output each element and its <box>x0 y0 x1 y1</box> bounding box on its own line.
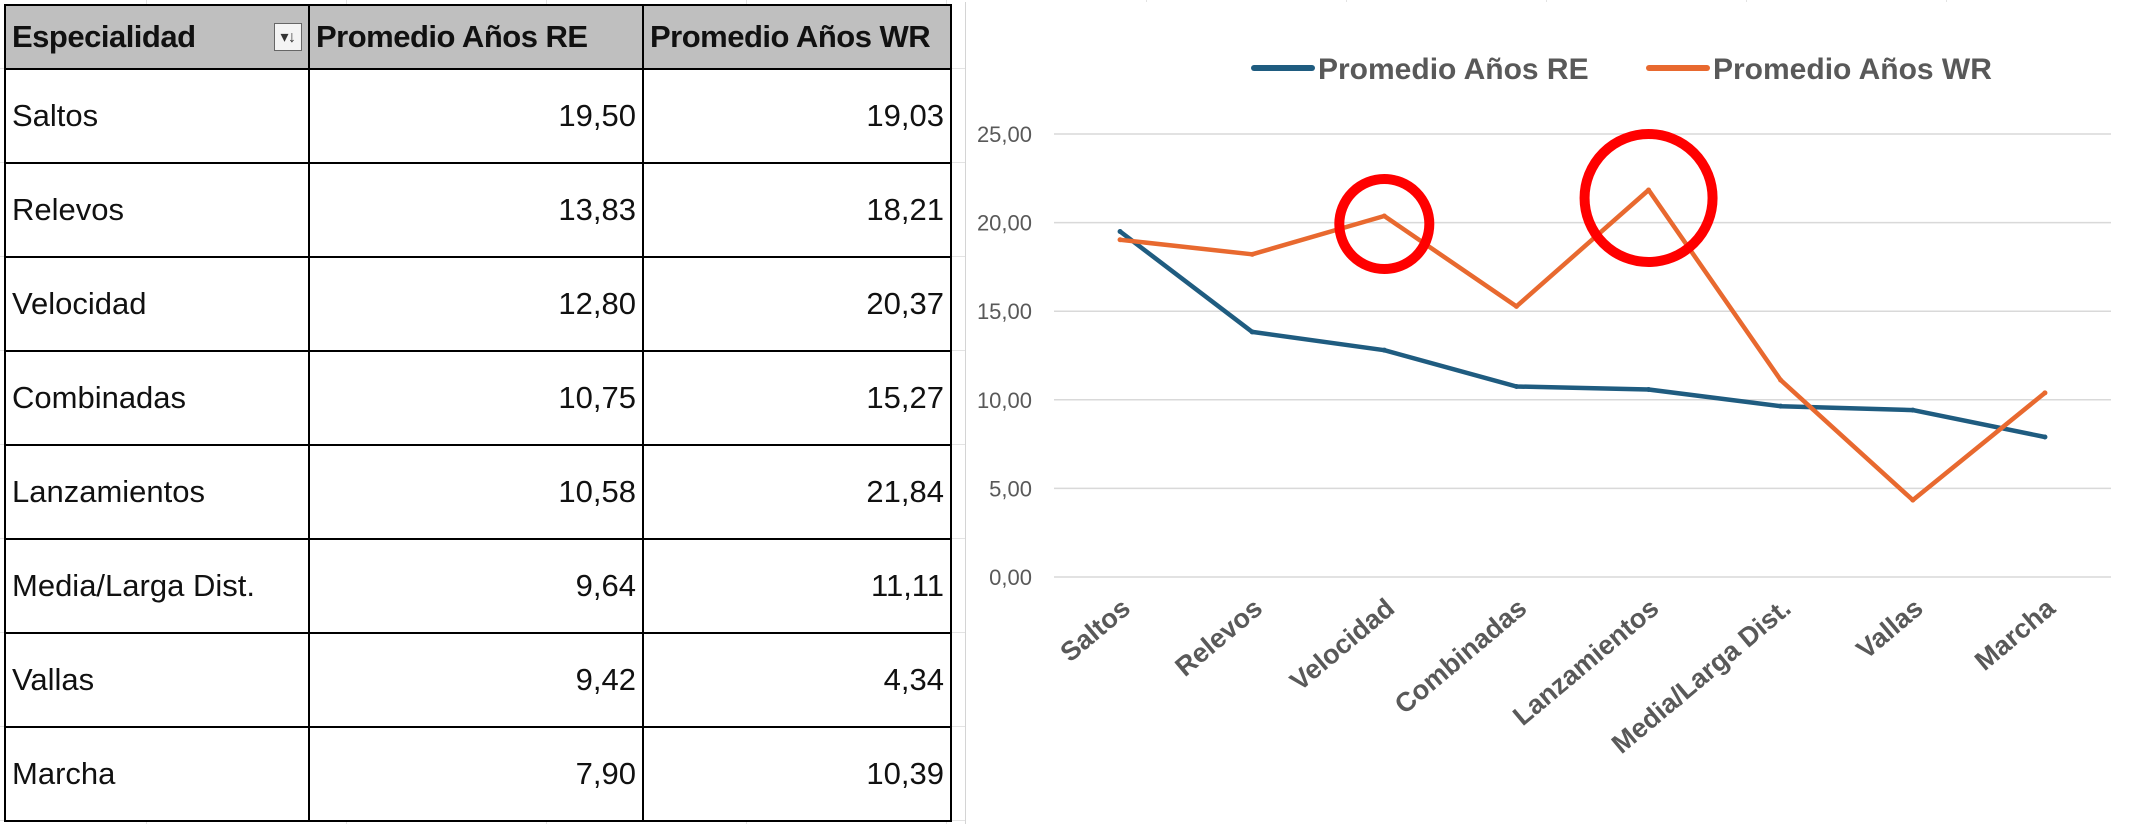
wr-data-point <box>1910 497 1916 503</box>
pivot-table: Especialidad ▾↓ Promedio Años RE Promedi… <box>4 4 952 822</box>
header-especialidad-label: Especialidad <box>12 19 196 54</box>
cell-wr[interactable]: 10,39 <box>642 726 952 822</box>
header-promedio-wr[interactable]: Promedio Años WR <box>642 4 952 70</box>
table-header-row: Especialidad ▾↓ Promedio Años RE Promedi… <box>4 4 952 70</box>
cell-re[interactable]: 9,42 <box>308 632 644 728</box>
line-chart[interactable]: 0,00 5,00 10,00 15,00 20,00 25,00 Saltos Relevo… <box>965 2 2134 824</box>
re-data-point <box>1249 329 1255 335</box>
x-tick-label: Velocidad <box>1284 593 1400 697</box>
re-series-line <box>1117 229 2048 440</box>
cell-especialidad[interactable]: Lanzamientos <box>4 444 310 540</box>
x-tick-label: Vallas <box>1851 593 1929 665</box>
wr-data-point <box>1117 237 1123 243</box>
cell-wr[interactable]: 21,84 <box>642 444 952 540</box>
wr-data-point <box>1513 303 1519 309</box>
highlight-circle <box>1334 174 1435 275</box>
re-data-point <box>1910 407 1916 413</box>
cell-re[interactable]: 10,75 <box>308 350 644 446</box>
table-row: Marcha 7,90 10,39 <box>4 726 952 822</box>
x-tick-label: Relevos <box>1169 593 1268 683</box>
table-row: Lanzamientos 10,58 21,84 <box>4 444 952 540</box>
re-data-point <box>1778 403 1784 409</box>
cell-wr[interactable]: 11,11 <box>642 538 952 634</box>
wr-data-point <box>1646 187 1652 193</box>
cell-re[interactable]: 7,90 <box>308 726 644 822</box>
cell-re[interactable]: 10,58 <box>308 444 644 540</box>
header-especialidad[interactable]: Especialidad ▾↓ <box>4 4 310 70</box>
header-promedio-re[interactable]: Promedio Años RE <box>308 4 644 70</box>
cell-especialidad[interactable]: Media/Larga Dist. <box>4 538 310 634</box>
cell-wr[interactable]: 18,21 <box>642 162 952 258</box>
wr-data-point <box>1778 377 1784 383</box>
cell-wr[interactable]: 4,34 <box>642 632 952 728</box>
cell-especialidad[interactable]: Combinadas <box>4 350 310 446</box>
y-tick-label: 5,00 <box>989 476 1032 501</box>
wr-data-point <box>1249 251 1255 257</box>
y-tick-label: 0,00 <box>989 565 1032 590</box>
filter-sort-icon[interactable]: ▾↓ <box>274 23 302 51</box>
table-row: Saltos 19,50 19,03 <box>4 68 952 164</box>
chart-svg: 0,00 5,00 10,00 15,00 20,00 25,00 Saltos Relevo… <box>977 53 2111 759</box>
re-data-point <box>1513 384 1519 390</box>
table-row: Combinadas 10,75 15,27 <box>4 350 952 446</box>
cell-especialidad[interactable]: Velocidad <box>4 256 310 352</box>
re-data-point <box>1381 347 1387 353</box>
cell-re[interactable]: 9,64 <box>308 538 644 634</box>
x-tick-label: Saltos <box>1055 593 1136 668</box>
cell-especialidad[interactable]: Vallas <box>4 632 310 728</box>
wr-series-line <box>1117 187 2048 503</box>
cell-re[interactable]: 19,50 <box>308 68 644 164</box>
wr-data-point <box>2042 390 2048 396</box>
cell-wr[interactable]: 15,27 <box>642 350 952 446</box>
wr-data-point <box>1381 213 1387 219</box>
cell-re[interactable]: 12,80 <box>308 256 644 352</box>
y-tick-label: 25,00 <box>977 122 1032 147</box>
cell-wr[interactable]: 20,37 <box>642 256 952 352</box>
cell-wr[interactable]: 19,03 <box>642 68 952 164</box>
legend-label-wr: Promedio Años WR <box>1713 53 1992 86</box>
cell-especialidad[interactable]: Saltos <box>4 68 310 164</box>
y-tick-label: 20,00 <box>977 211 1032 236</box>
legend-label-re: Promedio Años RE <box>1318 53 1589 86</box>
table-row: Relevos 13,83 18,21 <box>4 162 952 258</box>
re-data-point <box>1646 387 1652 393</box>
x-tick-label: Combinadas <box>1389 593 1532 720</box>
table-row: Media/Larga Dist. 9,64 11,11 <box>4 538 952 634</box>
cell-especialidad[interactable]: Relevos <box>4 162 310 258</box>
re-data-point <box>1117 228 1123 234</box>
highlight-circle <box>1579 128 1718 267</box>
table-row: Velocidad 12,80 20,37 <box>4 256 952 352</box>
cell-re[interactable]: 13,83 <box>308 162 644 258</box>
y-tick-label: 10,00 <box>977 388 1032 413</box>
re-data-point <box>2042 434 2048 440</box>
cell-especialidad[interactable]: Marcha <box>4 726 310 822</box>
table-row: Vallas 9,42 4,34 <box>4 632 952 728</box>
x-tick-label: Marcha <box>1969 592 2061 676</box>
y-tick-label: 15,00 <box>977 299 1032 324</box>
